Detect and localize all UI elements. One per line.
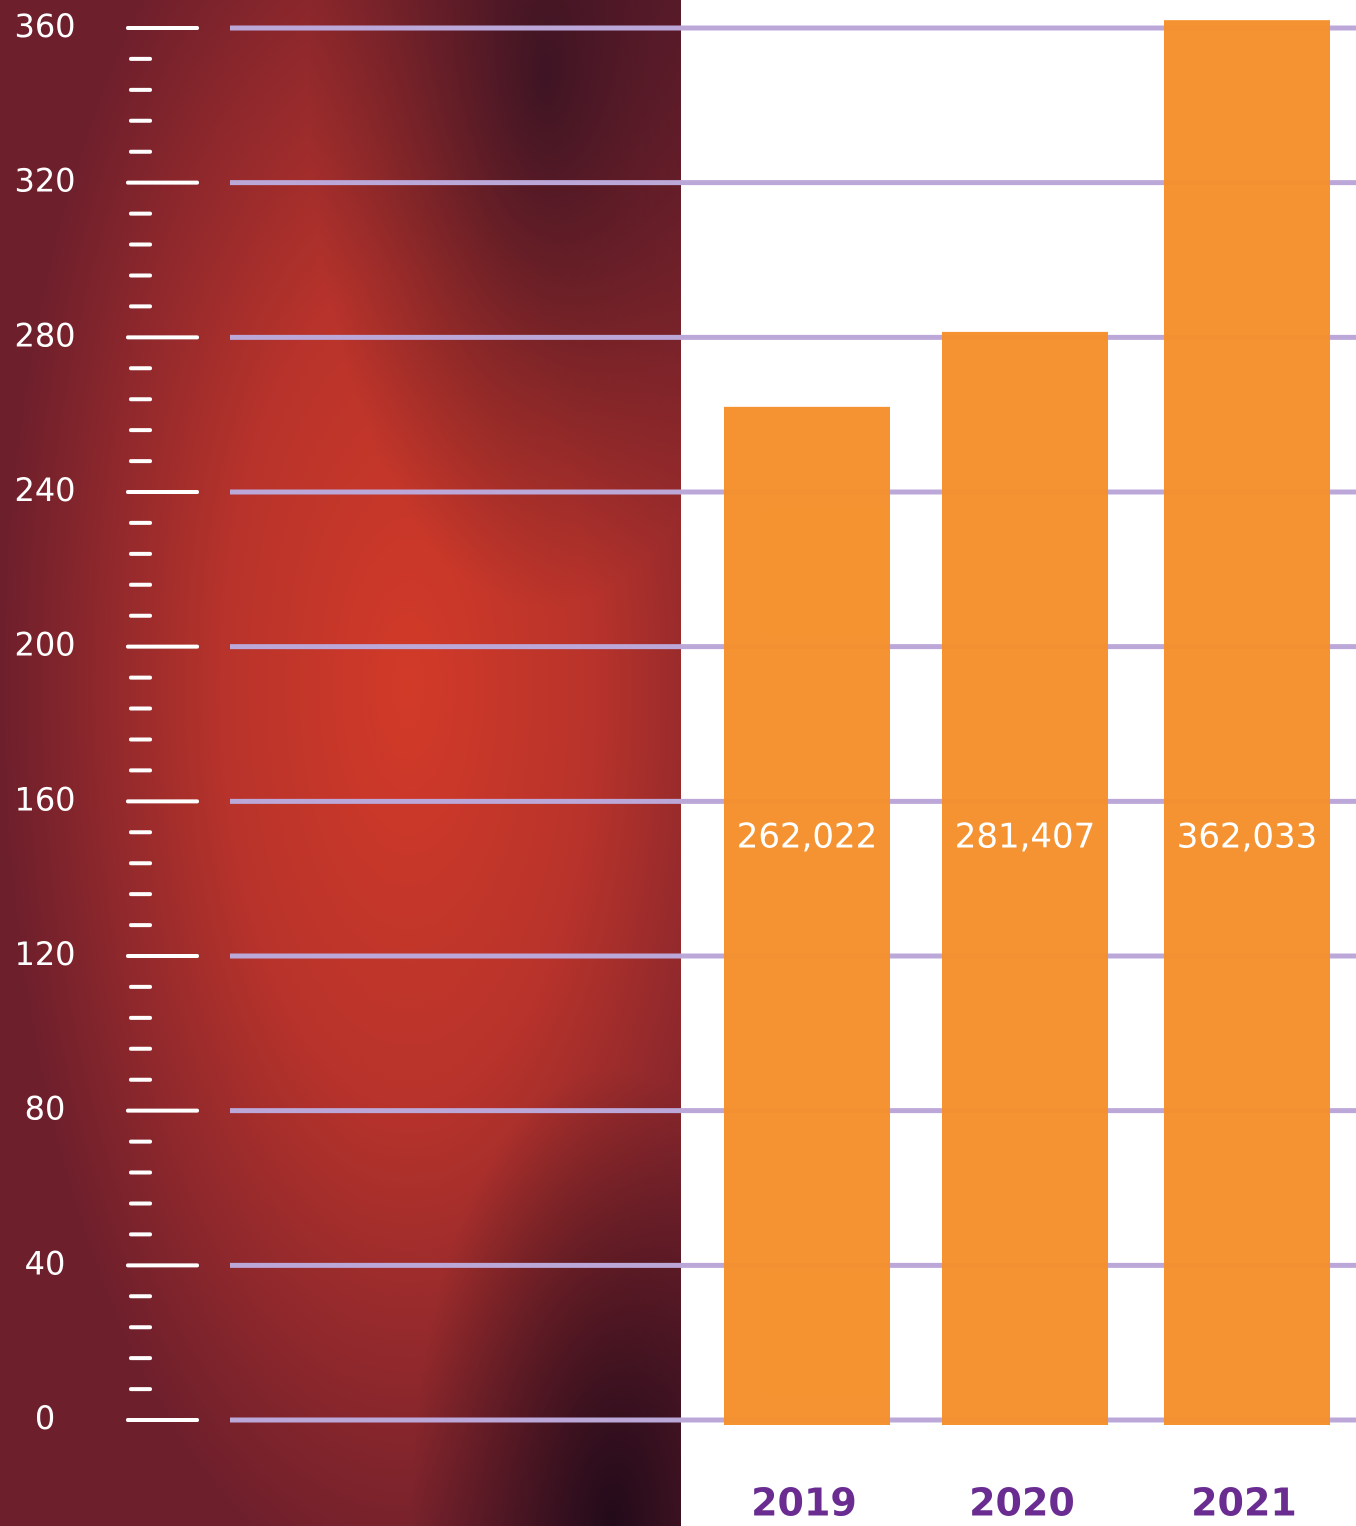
x-tick-label: 2021	[1191, 1481, 1297, 1525]
y-tick-label: 120	[14, 935, 75, 973]
value-label: 362,033	[1177, 817, 1318, 857]
y-tick-label: 80	[25, 1090, 66, 1128]
x-tick-label: 2020	[969, 1481, 1075, 1525]
bar	[724, 406, 890, 1425]
value-label: 281,407	[955, 817, 1096, 857]
y-tick-label: 320	[14, 162, 75, 200]
value-label: 262,022	[737, 817, 878, 857]
y-tick-label: 160	[14, 780, 75, 818]
bar	[1164, 20, 1330, 1426]
y-tick-label: 280	[14, 316, 75, 354]
y-tick-label: 200	[14, 626, 75, 664]
x-tick-label: 2019	[751, 1481, 857, 1525]
y-tick-label: 240	[14, 471, 75, 509]
bar	[942, 331, 1108, 1425]
y-tick-label: 40	[25, 1244, 66, 1282]
y-tick-label: 0	[35, 1399, 55, 1437]
background-shade	[0, 0, 681, 1526]
y-tick-label: 360	[14, 7, 75, 45]
